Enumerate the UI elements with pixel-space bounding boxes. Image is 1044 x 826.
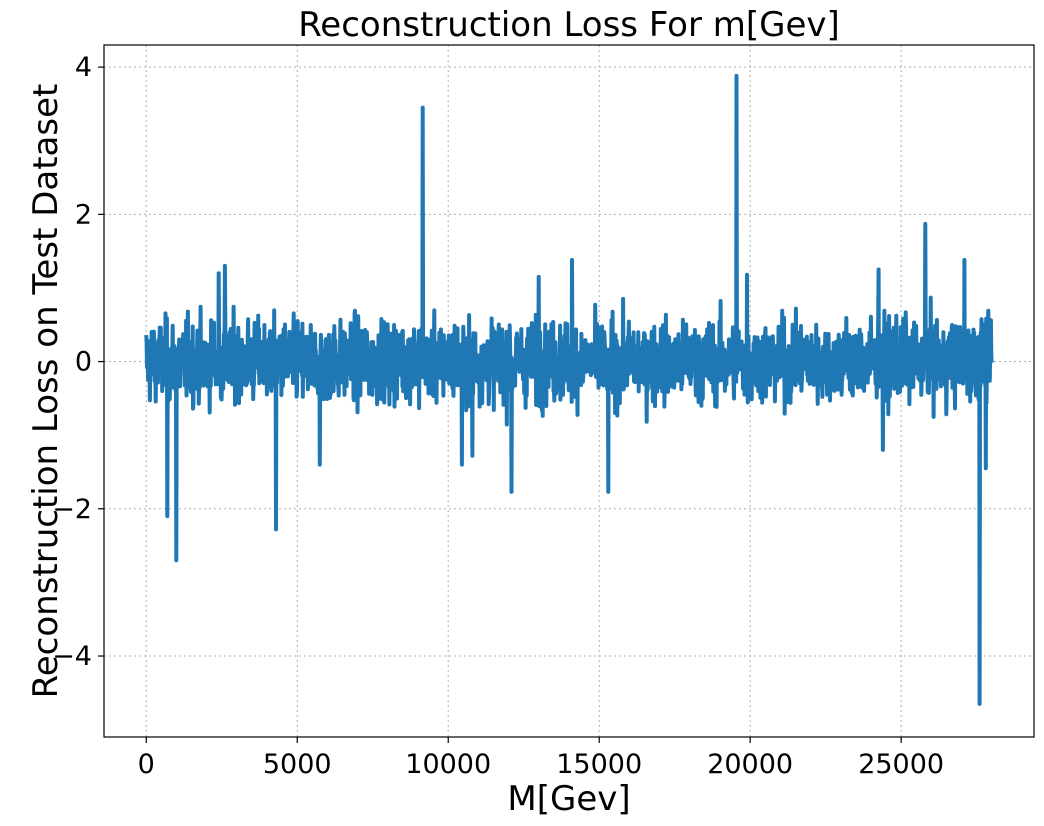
x-tick-label: 0 <box>138 749 155 780</box>
y-tick-label: 4 <box>75 52 92 83</box>
x-axis-label: M[Gev] <box>507 779 630 819</box>
y-tick-label: 0 <box>75 347 92 378</box>
series-line-group <box>144 73 994 706</box>
y-axis-label: Reconstruction Loss on Test Dataset <box>26 84 66 699</box>
x-tick-label: 5000 <box>263 749 332 780</box>
series-line <box>144 73 994 706</box>
plot-frame <box>103 44 1035 738</box>
y-tick-label: −2 <box>52 494 92 525</box>
x-tick-label: 10000 <box>405 749 491 780</box>
x-tick-label: 15000 <box>556 749 642 780</box>
y-axis-ticks: −4 −2 0 2 4 <box>52 52 104 672</box>
x-tick-label: 25000 <box>858 749 944 780</box>
x-axis-ticks: 0 5000 10000 15000 20000 25000 <box>138 737 944 780</box>
chart-title: Reconstruction Loss For m[Gev] <box>298 5 840 45</box>
y-tick-label: 2 <box>75 199 92 230</box>
x-tick-label: 20000 <box>707 749 793 780</box>
y-tick-label: −4 <box>52 641 92 672</box>
